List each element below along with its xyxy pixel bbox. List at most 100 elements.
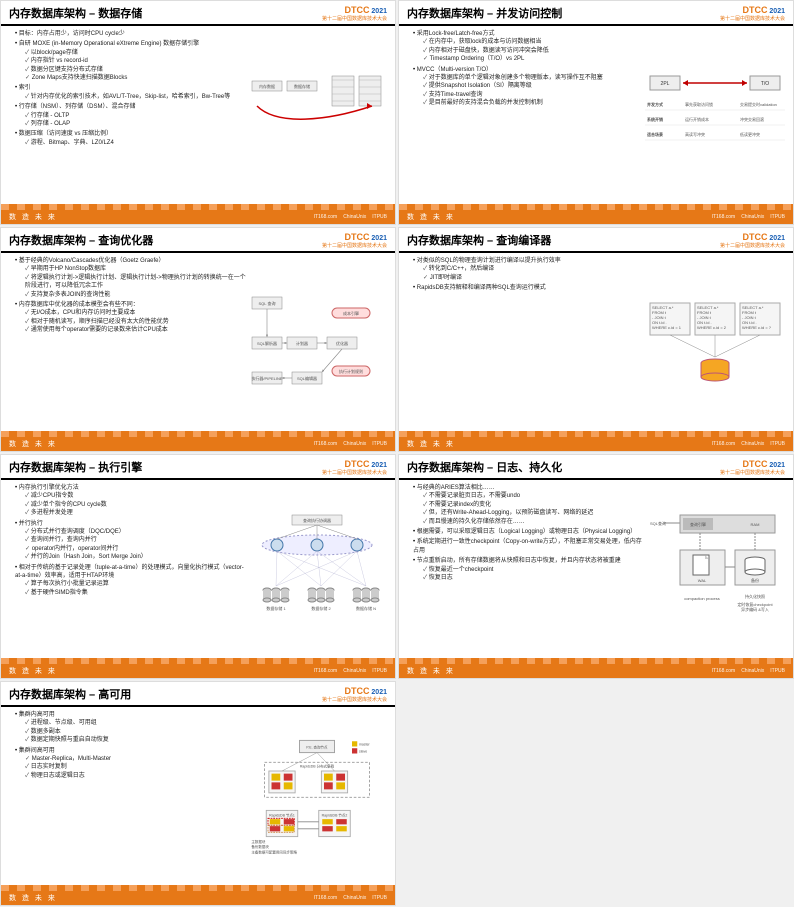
conference-logo: DTCC 2021第十二届中国数据库技术大会 <box>322 459 387 476</box>
svg-text:异步编码 &写入: 异步编码 &写入 <box>741 606 769 612</box>
sub-bullet: 将逻辑执行计划->逻辑执行计划、逻辑执行计划->物理执行计划的转换统一在一个阶段… <box>25 274 247 291</box>
svg-text:RapidsDB 分布式集群: RapidsDB 分布式集群 <box>300 763 335 768</box>
sub-bullet: 多进程并发处理 <box>25 509 247 517</box>
svg-text:slave: slave <box>359 749 367 753</box>
slide-title: 内存数据库架构 – 高可用 <box>9 686 131 702</box>
svg-text:高读写冲突: 高读写冲突 <box>685 131 705 137</box>
svg-text:P.E. 查询节点: P.E. 查询节点 <box>306 744 328 749</box>
footer-sponsors: IT168.comChinaUnixITPUB <box>314 441 387 447</box>
footer-sponsors: IT168.comChinaUnixITPUB <box>712 668 785 674</box>
slide: 内存数据库架构 – 查询优化器 DTCC 2021第十二届中国数据库技术大会基于经… <box>0 227 396 452</box>
slide-diagram: 2PLT/O并发方式事先获取访问锁交易提交时validation系统开销运行开销… <box>645 30 785 202</box>
slide-title: 内存数据库架构 – 查询优化器 <box>9 232 153 248</box>
bullet: 与经典的ARIES算法相比……不需要记录脏页日志，不需要undo不需要记录ind… <box>413 484 645 526</box>
slide-diagram: P.E. 查询节点masterslaveRapidsDB 分布式集群Rapids… <box>247 711 387 883</box>
bullet: 集群内高可用进程级、节点级、可用组数据多副本数据定期快照与重启自动恢复 <box>15 711 247 745</box>
sub-bullet: 以block/page存储 <box>25 49 247 57</box>
bullet: 并行执行分布式并行查询调度（DQC/DQE）查询间并行，查询内并行operato… <box>15 520 247 562</box>
slide-title: 内存数据库架构 – 日志、持久化 <box>407 459 562 475</box>
slide-content: 内存执行引擎优化方法减少CPU指令数减少单个指令的CPU cycle数多进程并发… <box>9 484 247 656</box>
slide-title: 内存数据库架构 – 数据存储 <box>9 5 142 21</box>
svg-text:SQL 查询: SQL 查询 <box>259 300 276 306</box>
svg-text:SQL编辑器: SQL编辑器 <box>297 375 317 381</box>
bullet: 数据压缩（访问速度 vs 压缩比例）游程、Bitmap、字典、LZ0/LZ4 <box>15 130 247 147</box>
svg-text:适合场景: 适合场景 <box>647 131 663 137</box>
sub-bullet: 游程、Bitmap、字典、LZ0/LZ4 <box>25 139 247 147</box>
svg-text:执行器/PIPELINE: 执行器/PIPELINE <box>251 375 282 381</box>
sub-bullet: 恢复日志 <box>423 574 645 582</box>
footer-motto: 数 造 未 来 <box>407 212 455 222</box>
sub-bullet: operator内并行，operator间并行 <box>25 545 247 553</box>
svg-text:查询引擎: 查询引擎 <box>690 521 706 527</box>
svg-text:并发方式: 并发方式 <box>647 101 663 107</box>
slide-footer: 数 造 未 来IT168.comChinaUnixITPUB <box>399 431 793 451</box>
footer-sponsors: IT168.comChinaUnixITPUB <box>314 668 387 674</box>
svg-text:SQL解析器: SQL解析器 <box>257 340 277 346</box>
footer-sponsors: IT168.comChinaUnixITPUB <box>712 214 785 220</box>
bullet: MVCC（Multi-version T/O）对于数据库的单个逻辑对象创建多个物… <box>413 66 645 108</box>
svg-text:数据存储: 数据存储 <box>294 83 310 89</box>
bullet: 根据需要，可以采取逻辑日志（Logical Logging）或物理日志（Phys… <box>413 528 645 536</box>
sub-bullet: 对于数据库的单个逻辑对象创建多个物理版本，读写操作互不阻塞 <box>423 74 645 82</box>
svg-text:持久化快照: 持久化快照 <box>745 593 765 599</box>
svg-text:交易提交时validation: 交易提交时validation <box>740 101 777 107</box>
sub-bullet: 并行的Join（Hash Join，Sort Merge Join） <box>25 553 247 561</box>
slide-title: 内存数据库架构 – 查询编译器 <box>407 232 551 248</box>
slide-content: 对类似的SQL的物理查询计划进行编译以提升执行效率转化到C/C++，然后编译JI… <box>407 257 645 429</box>
footer-sponsors: IT168.comChinaUnixITPUB <box>314 895 387 901</box>
slide-content: 基于经典的Volcano/Cascades优化器（Goetz Graefe）早期… <box>9 257 247 429</box>
svg-text:T/O: T/O <box>761 81 769 87</box>
slide-footer: 数 造 未 来IT168.comChinaUnixITPUB <box>1 431 395 451</box>
sub-bullet: Master-Replica，Multi-Master <box>25 755 247 763</box>
svg-text:WHERE c.id = 1: WHERE c.id = 1 <box>652 325 682 330</box>
slide-content: 与经典的ARIES算法相比……不需要记录脏页日志，不需要undo不需要记录ind… <box>407 484 645 656</box>
conference-logo: DTCC 2021第十二届中国数据库技术大会 <box>322 232 387 249</box>
slide-footer: 数 造 未 来IT168.comChinaUnixITPUB <box>1 885 395 905</box>
sub-bullet: 相对于随机读写，顺序扫描已经没有太大的性能优势 <box>25 318 247 326</box>
sub-bullet: 转化到C/C++，然后编译 <box>423 265 645 273</box>
slide: 内存数据库架构 – 数据存储DTCC 2021第十二届中国数据库技术大会目标：内… <box>0 0 396 225</box>
conference-logo: DTCC 2021第十二届中国数据库技术大会 <box>720 5 785 22</box>
slide: 内存数据库架构 – 执行引擎 DTCC 2021第十二届中国数据库技术大会内存执行… <box>0 454 396 679</box>
slide: 内存数据库架构 – 高可用DTCC 2021第十二届中国数据库技术大会集群内高可… <box>0 681 396 906</box>
footer-sponsors: IT168.comChinaUnixITPUB <box>314 214 387 220</box>
svg-text:计划器: 计划器 <box>296 340 308 346</box>
svg-text:主数据块: 主数据块 <box>251 839 265 844</box>
slide-footer: 数 造 未 来IT168.comChinaUnixITPUB <box>1 204 395 224</box>
sub-bullet: 早期用于HP NonStop数据库 <box>25 265 247 273</box>
sub-bullet: 恢复最近一个checkpoint <box>423 566 645 574</box>
sub-bullet: 进程级、节点级、可用组 <box>25 719 247 727</box>
sub-bullet: JIT即时编译 <box>423 274 645 282</box>
sub-bullet: 不需要记录脏页日志，不需要undo <box>423 492 645 500</box>
svg-text:compaction process: compaction process <box>684 596 720 601</box>
slide-diagram: 查询执行协调器数据存储 1数据存储 2数据存储 N <box>247 484 387 656</box>
svg-text:成本引擎: 成本引擎 <box>343 310 359 316</box>
conference-logo: DTCC 2021第十二届中国数据库技术大会 <box>720 459 785 476</box>
svg-text:RAM: RAM <box>751 522 760 527</box>
bullet: 基于经典的Volcano/Cascades优化器（Goetz Graefe）早期… <box>15 257 247 299</box>
slide-title: 内存数据库架构 – 执行引擎 <box>9 459 142 475</box>
footer-motto: 数 造 未 来 <box>407 666 455 676</box>
svg-text:系统开销: 系统开销 <box>647 116 663 122</box>
bullet: 索引针对内存优化的索引技术，如AVL/T-Tree，Skip-list，哈希索引… <box>15 84 247 101</box>
sub-bullet: 支持复杂多表JOIN的查询性能 <box>25 291 247 299</box>
svg-text:数据存储 1: 数据存储 1 <box>266 605 286 611</box>
bullet: 采用Lock-free/Latch-free方式在内存中，获取lock的成本与访… <box>413 30 645 64</box>
svg-text:WAL: WAL <box>698 578 707 583</box>
sub-bullet: 物理日志或逻辑日志 <box>25 772 247 780</box>
sub-bullet: 是目前最好的支持混合负载的并发控制机制 <box>423 99 645 107</box>
bullet: 对类似的SQL的物理查询计划进行编译以提升执行效率转化到C/C++，然后编译JI… <box>413 257 645 282</box>
svg-text:低读更冲突: 低读更冲突 <box>740 131 760 137</box>
sub-bullet: 内存指针 vs record-id <box>25 57 247 65</box>
sub-bullet: Zone Maps支持快速扫描数据Blocks <box>25 74 247 82</box>
svg-text:master: master <box>359 742 371 746</box>
footer-sponsors: IT168.comChinaUnixITPUB <box>712 441 785 447</box>
bullet: 系统定期进行一致性checkpoint（Copy-on-write方式），不阻塞… <box>413 538 645 555</box>
slide: 内存数据库架构 – 查询编译器DTCC 2021第十二届中国数据库技术大会对类似… <box>398 227 794 452</box>
sub-bullet: 数据分区键支持分布式存储 <box>25 66 247 74</box>
bullet: 集群间高可用Master-Replica，Multi-Master日志实时复制物… <box>15 747 247 781</box>
bullet: 内存执行引擎优化方法减少CPU指令数减少单个指令的CPU cycle数多进程并发… <box>15 484 247 518</box>
sub-bullet: 内存相对于磁盘快，数据读写访问冲突会降低 <box>423 47 645 55</box>
svg-text:数据存储 N: 数据存储 N <box>356 605 376 611</box>
sub-bullet: Timestamp Ordering（T/O）vs 2PL <box>423 55 645 63</box>
